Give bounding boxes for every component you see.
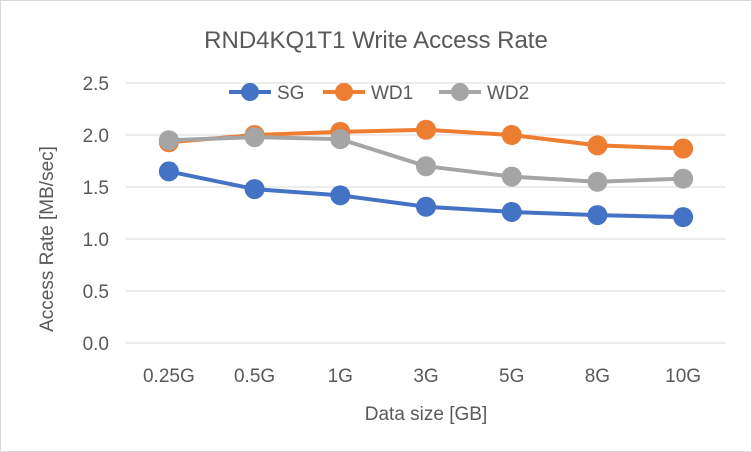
data-point [416,156,436,177]
y-tick-label: 0.5 [83,282,109,303]
x-tick-label: 0.25G [143,366,195,387]
series-lines [158,119,694,228]
legend-marker [335,83,353,101]
data-point [501,166,522,187]
data-point [673,168,694,189]
x-tick-label: 1G [328,366,353,387]
legend-label: WD2 [487,83,529,104]
data-point [330,185,351,206]
data-point [244,127,265,148]
y-tick-label: 1.0 [83,230,109,251]
x-tick-label: 10G [665,366,701,387]
data-point [416,119,436,140]
data-point [501,201,522,222]
x-tick-label: 0.5G [234,366,275,387]
series-sg [158,161,694,228]
legend-label: WD1 [371,83,413,104]
data-point [330,129,351,150]
data-point [673,207,694,228]
x-axis-ticks: 0.25G 0.5G 1G 3G 5G 8G 10G [143,366,701,387]
data-point [244,179,265,200]
legend-item-wd1: WD1 [323,83,413,104]
legend-marker [241,83,259,101]
data-point [587,135,608,156]
x-axis-label: Data size [GB] [365,404,488,425]
legend-item-wd2: WD2 [439,83,529,104]
y-axis-label: Access Rate [MB/sec] [37,146,58,332]
y-tick-label: 0.0 [83,334,109,355]
legend: SG WD1 WD2 [229,83,529,104]
y-axis-ticks: 0.0 0.5 1.0 1.5 2.0 2.5 [83,74,109,355]
data-point [587,171,608,192]
y-tick-label: 2.0 [83,126,109,147]
data-point [158,130,179,151]
data-point [587,205,608,226]
x-tick-label: 5G [499,366,524,387]
y-tick-label: 1.5 [83,178,109,199]
legend-item-sg: SG [229,83,304,104]
data-point [673,138,694,159]
x-tick-label: 8G [585,366,610,387]
x-tick-label: 3G [413,366,438,387]
data-point [416,196,436,217]
chart-title: RND4KQ1T1 Write Access Rate [204,27,548,54]
legend-label: SG [277,83,304,104]
data-point [158,161,179,182]
data-point [501,125,522,145]
legend-marker [451,83,469,101]
y-tick-label: 2.5 [83,74,109,95]
series-wd2 [158,127,694,192]
